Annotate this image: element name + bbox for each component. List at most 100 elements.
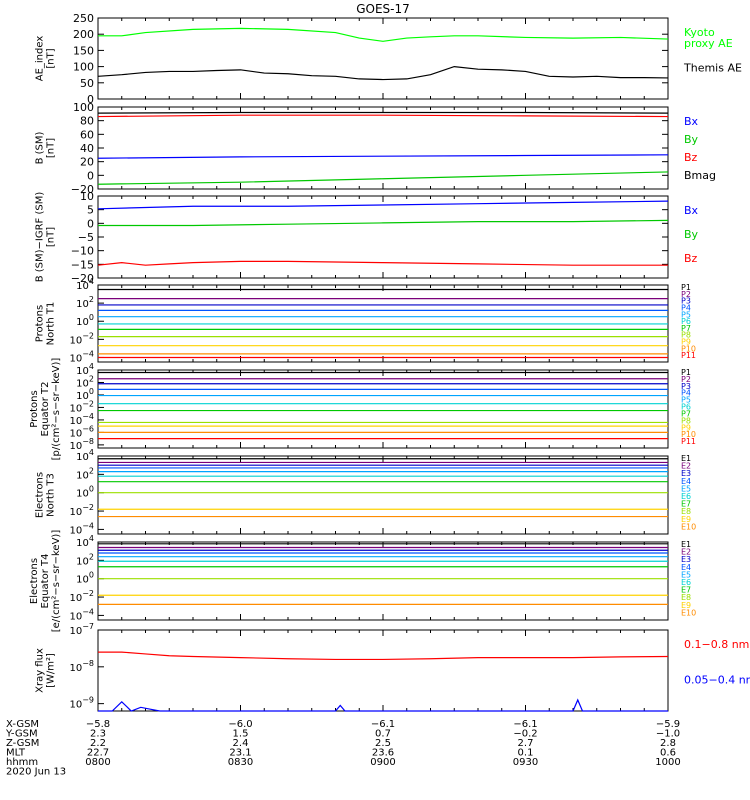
- channel-label: E2: [681, 462, 691, 471]
- y-axis-title: [W/m²]: [46, 653, 57, 688]
- channel-label: P7: [681, 324, 691, 333]
- channel-label: E4: [681, 477, 691, 486]
- y-tick-exponent: −8: [82, 659, 94, 668]
- y-axis-title: Electrons: [35, 472, 46, 518]
- y-tick-exponent: 2: [89, 374, 94, 383]
- series-line: [98, 219, 669, 227]
- y-tick-label: 5: [87, 204, 94, 217]
- y-axis-title: North T3: [46, 473, 57, 517]
- footer-value: −6.1: [513, 719, 537, 730]
- footer-value: −0.2: [513, 729, 537, 740]
- channel-label: P8: [681, 416, 691, 425]
- y-tick-label: 0: [87, 217, 94, 230]
- y-axis-title: Equator T4: [40, 554, 51, 609]
- footer-value: −6.0: [228, 719, 252, 730]
- y-axis-title: AE_index: [35, 36, 46, 82]
- y-tick-label: 100: [73, 101, 94, 114]
- panel-frame: [97, 541, 669, 621]
- footer-row-label: Z-GSM: [6, 738, 39, 749]
- channel-label: P11: [681, 351, 696, 360]
- y-tick-label: −20: [71, 272, 94, 285]
- footer-value: 2.7: [518, 738, 534, 749]
- channel-label: E6: [681, 492, 691, 501]
- footer-value: 2.4: [233, 738, 249, 749]
- y-tick-label: 10−2: [69, 331, 94, 346]
- legend-entry: Bz: [684, 151, 698, 164]
- legend-entry: proxy AE: [684, 37, 733, 50]
- panel-xray: 10−7 10−8 10−9 Xray flux [W/m²] 0.1−0.8 nm 0.0…: [35, 622, 750, 712]
- y-tick-label: 0: [87, 93, 94, 106]
- y-tick-label: 100: [76, 313, 94, 328]
- y-tick-label: 100: [73, 61, 94, 74]
- footer-value: 23.6: [372, 748, 394, 759]
- legend-entry: Bmag: [684, 169, 716, 182]
- y-axis-title: Xray flux: [35, 648, 46, 693]
- y-axis-title: Protons: [29, 390, 40, 427]
- channel-label: P4: [681, 389, 691, 398]
- channel-label: E8: [681, 593, 691, 602]
- legend-entry: 0.05−0.4 nm: [684, 674, 750, 687]
- y-tick-label: 50: [80, 77, 94, 90]
- channel-label: E5: [681, 570, 691, 579]
- channel-label: E1: [681, 454, 691, 463]
- channel-label: P10: [681, 344, 696, 353]
- y-tick-label: 102: [76, 295, 94, 310]
- y-tick-label: 20: [80, 156, 94, 169]
- y-tick-label: 10−9: [69, 696, 94, 711]
- y-axis-title: [nT]: [46, 227, 57, 247]
- footer-row-label: X-GSM: [6, 719, 39, 730]
- series-line: [97, 171, 669, 185]
- channel-label: P5: [681, 310, 691, 319]
- y-tick-label: 10−7: [69, 622, 94, 637]
- y-tick-exponent: 4: [89, 362, 94, 371]
- y-tick-label: 100: [76, 571, 94, 586]
- legend-entry: By: [684, 133, 699, 146]
- y-tick-label: 10−2: [69, 589, 94, 604]
- footer-value: 0930: [513, 757, 538, 768]
- y-tick-label: 10−2: [69, 503, 94, 518]
- y-tick-exponent: −7: [82, 622, 94, 631]
- footer-value: 0900: [370, 757, 395, 768]
- y-tick-label: 10−4: [69, 607, 94, 622]
- y-tick-exponent: 0: [89, 313, 94, 322]
- channel-label: E6: [681, 578, 691, 587]
- y-tick-exponent: 4: [89, 534, 94, 543]
- series-line: [97, 111, 669, 114]
- y-axis-title: Protons: [35, 305, 46, 342]
- y-tick-exponent: −6: [82, 424, 94, 433]
- y-axis-title: [nT]: [46, 48, 57, 68]
- channel-label: P1: [681, 283, 691, 292]
- y-tick-label: −10: [71, 245, 94, 258]
- legend-entry: Bz: [684, 252, 698, 265]
- y-tick-exponent: −9: [82, 696, 94, 705]
- y-tick-label: −15: [71, 258, 94, 271]
- y-tick-label: 0: [87, 169, 94, 182]
- y-tick-exponent: −4: [82, 521, 94, 530]
- y-tick-exponent: 0: [89, 485, 94, 494]
- footer-value: 0800: [85, 757, 110, 768]
- channel-label: P9: [681, 423, 691, 432]
- series-line: [97, 154, 669, 159]
- y-tick-label: 102: [76, 466, 94, 481]
- footer-value: 0.7: [375, 729, 391, 740]
- y-tick-label: 10: [80, 190, 94, 203]
- y-tick-label: −20: [71, 183, 94, 196]
- footer-value: 2.5: [375, 738, 391, 749]
- y-tick-exponent: −2: [82, 503, 94, 512]
- y-tick-exponent: 2: [89, 466, 94, 475]
- panel-frame: [97, 369, 669, 449]
- y-tick-exponent: 0: [89, 387, 94, 396]
- channel-label: P3: [681, 382, 691, 391]
- channel-label: P2: [681, 375, 691, 384]
- legend-entry: Themis AE: [683, 62, 742, 75]
- footer-value: −5.8: [86, 719, 110, 730]
- y-tick-exponent: 0: [89, 571, 94, 580]
